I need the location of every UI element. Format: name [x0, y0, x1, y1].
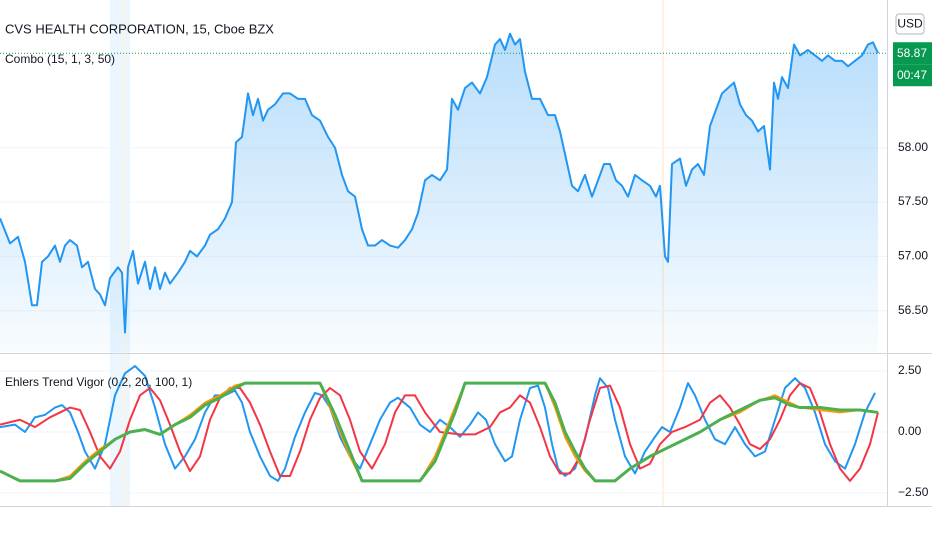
indicator-line [0, 381, 879, 483]
labels: 56.50 57.00 57.50 58.00 58.87 00:47 2.50 0.00 −2… [893, 42, 932, 499]
last-price-badge [893, 42, 932, 65]
last-price-label: 58.87 [897, 46, 927, 60]
currency-button[interactable] [895, 13, 925, 35]
plot [0, 32, 887, 483]
symbol-title: CVS HEALTH CORPORATION, 15, Cboe BZX [5, 21, 274, 36]
y-tick-label: 58.00 [898, 140, 928, 154]
indicator-title: Ehlers Trend Vigor (0.2, 20, 100, 1) [5, 375, 192, 389]
y-tick-label: 2.50 [898, 363, 922, 377]
y-tick-label: −2.50 [898, 485, 929, 499]
y-tick-label: 57.50 [898, 194, 928, 208]
y-tick-label: 56.50 [898, 303, 928, 317]
countdown-badge [893, 64, 932, 87]
indicator-title: Combo (15, 1, 3, 50) [5, 52, 115, 66]
currency-label[interactable]: USD [897, 17, 923, 31]
y-tick-label: 57.00 [898, 249, 928, 263]
countdown-label: 00:47 [897, 68, 927, 82]
price-area [0, 33, 878, 353]
indicator-line [0, 382, 879, 482]
y-tick-label: 0.00 [898, 424, 922, 438]
price-line [0, 32, 879, 334]
